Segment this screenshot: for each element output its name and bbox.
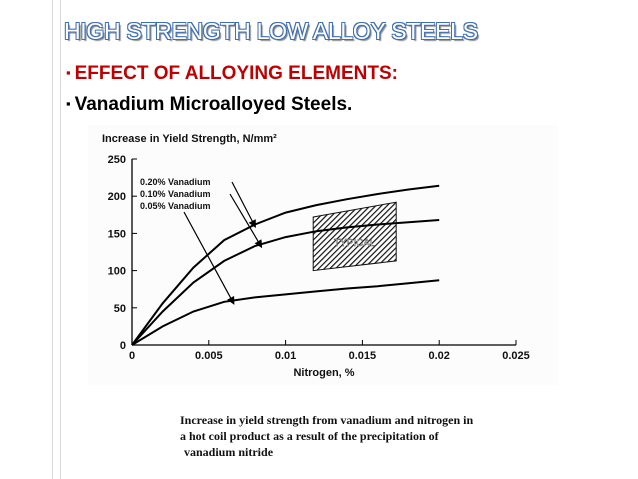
series-line-3 (131, 279, 440, 346)
x-tick-label: 0 (129, 350, 135, 362)
series-arrow-3 (183, 211, 235, 305)
caption-line: vanadium nitride (184, 445, 274, 459)
typical-region (312, 201, 397, 272)
y-tick-label: 0 (120, 340, 126, 352)
caption-line: Increase in yield strength from vanadium… (180, 413, 474, 427)
bullet-effect-of-alloying: ▪ EFFECT OF ALLOYING ELEMENTS: (66, 63, 398, 85)
bullet-vanadium-steels: ▪ Vanadium Microalloyed Steels. (66, 94, 352, 116)
y-tick-label: 250 (108, 154, 126, 166)
chart-title: Increase in Yield Strength, N/mm² (102, 133, 277, 145)
x-axis-label: Nitrogen, % (293, 367, 354, 379)
typical-region-label: TYPICAL (334, 238, 376, 249)
x-tick-label: 0.025 (502, 350, 530, 362)
bullet-marker-icon: ▪ (66, 96, 71, 111)
chart-figure: Increase in Yield Strength, N/mm² 0 50 100 1… (88, 125, 558, 385)
yield-strength-chart: Increase in Yield Strength, N/mm² 0 50 100 1… (102, 133, 530, 379)
x-tick-label: 0.005 (195, 350, 223, 362)
series-label-3: 0.05% Vanadium (140, 201, 211, 211)
series-label-2: 0.10% Vanadium (140, 189, 211, 199)
series-arrow-2 (229, 193, 263, 249)
slide-edge-strip (52, 0, 61, 479)
figure-caption: Increase in yield strength from vanadium… (180, 412, 473, 460)
slide-title: HIGH STRENGTH LOW ALLOY STEELS (64, 18, 478, 44)
x-tick-label: 0.02 (428, 350, 449, 362)
series-label-1: 0.20% Vanadium (140, 177, 211, 187)
y-tick-label: 150 (108, 228, 126, 240)
series-arrow-1 (231, 181, 256, 229)
y-tick-label: 100 (108, 266, 126, 278)
x-tick-label: 0.01 (275, 350, 296, 362)
caption-line: a hot coil product as a result of the pr… (180, 429, 439, 443)
bullet-text: Vanadium Microalloyed Steels. (74, 94, 353, 115)
x-tick-label: 0.015 (349, 350, 377, 362)
series-line-2 (131, 219, 440, 346)
bullet-text: EFFECT OF ALLOYING ELEMENTS: (74, 63, 398, 84)
bullet-marker-icon: ▪ (66, 65, 71, 80)
series-line-1 (131, 184, 440, 346)
y-tick-label: 200 (108, 191, 126, 203)
y-tick-label: 50 (114, 303, 126, 315)
